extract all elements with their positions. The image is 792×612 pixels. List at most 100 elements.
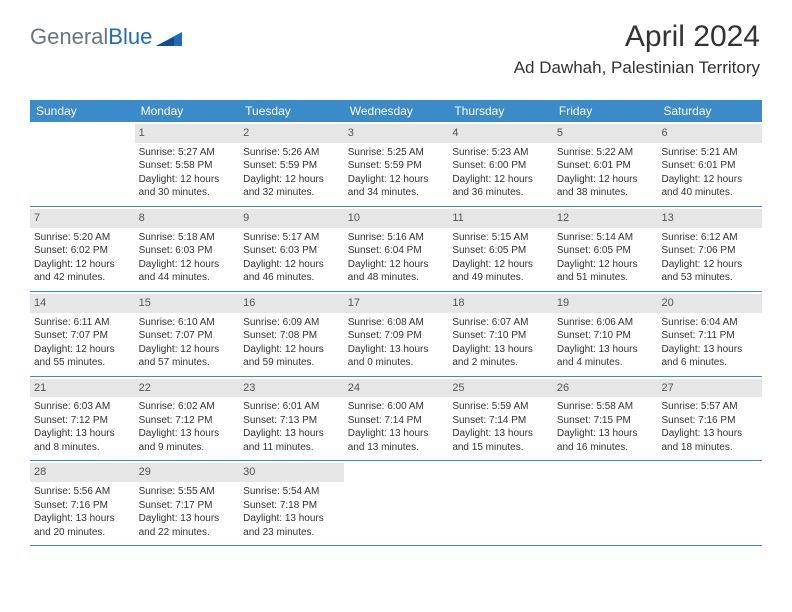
day-info-line: and 18 minutes. (661, 441, 758, 455)
day-number: 22 (135, 379, 240, 398)
day-info-line: Daylight: 12 hours (661, 258, 758, 272)
day-number: 18 (448, 294, 553, 313)
day-cell: 2Sunrise: 5:26 AMSunset: 5:59 PMDaylight… (239, 122, 344, 206)
day-info-line: Sunrise: 5:25 AM (348, 146, 445, 160)
day-info-line: Sunrise: 5:16 AM (348, 231, 445, 245)
day-number: 30 (239, 463, 344, 482)
day-info-line: Daylight: 13 hours (348, 343, 445, 357)
day-info-line: Sunset: 7:13 PM (243, 414, 340, 428)
day-info-line: and 0 minutes. (348, 356, 445, 370)
day-number: 6 (657, 124, 762, 143)
day-info-line: Daylight: 13 hours (661, 427, 758, 441)
day-info-line: Sunrise: 5:20 AM (34, 231, 131, 245)
day-info-line: Sunrise: 5:14 AM (557, 231, 654, 245)
brand-logo: GeneralBlue (30, 24, 182, 50)
day-cell (30, 122, 135, 206)
day-cell: 10Sunrise: 5:16 AMSunset: 6:04 PMDayligh… (344, 207, 449, 291)
day-info-line: Sunset: 7:10 PM (452, 329, 549, 343)
day-info-line: Daylight: 13 hours (243, 427, 340, 441)
day-info-line: Daylight: 13 hours (557, 343, 654, 357)
day-cell (657, 461, 762, 545)
day-number: 26 (553, 379, 658, 398)
day-info-line: Daylight: 12 hours (557, 258, 654, 272)
day-info-line: Daylight: 12 hours (557, 173, 654, 187)
day-info-line: Sunrise: 5:18 AM (139, 231, 236, 245)
day-info-line: Sunrise: 6:10 AM (139, 316, 236, 330)
day-info-line: and 20 minutes. (34, 526, 131, 540)
week-row: 21Sunrise: 6:03 AMSunset: 7:12 PMDayligh… (30, 377, 762, 462)
day-info-line: Sunset: 7:14 PM (348, 414, 445, 428)
day-info-line: and 23 minutes. (243, 526, 340, 540)
day-info-line: Sunrise: 6:04 AM (661, 316, 758, 330)
day-info-line: Sunrise: 6:03 AM (34, 400, 131, 414)
day-number: 9 (239, 209, 344, 228)
day-info-line: Daylight: 13 hours (34, 427, 131, 441)
day-info-line: Sunset: 7:10 PM (557, 329, 654, 343)
day-info-line: and 55 minutes. (34, 356, 131, 370)
day-info-line: Daylight: 12 hours (452, 173, 549, 187)
month-title: April 2024 (514, 20, 760, 54)
day-info-line: and 57 minutes. (139, 356, 236, 370)
day-info-line: and 59 minutes. (243, 356, 340, 370)
day-cell: 14Sunrise: 6:11 AMSunset: 7:07 PMDayligh… (30, 292, 135, 376)
day-info-line: Sunrise: 5:54 AM (243, 485, 340, 499)
day-cell: 17Sunrise: 6:08 AMSunset: 7:09 PMDayligh… (344, 292, 449, 376)
day-cell: 21Sunrise: 6:03 AMSunset: 7:12 PMDayligh… (30, 377, 135, 461)
day-cell: 4Sunrise: 5:23 AMSunset: 6:00 PMDaylight… (448, 122, 553, 206)
day-info-line: Daylight: 12 hours (139, 343, 236, 357)
day-number: 11 (448, 209, 553, 228)
day-cell: 23 Sunrise: 6:01 AMSunset: 7:13 PMDayligh… (239, 377, 344, 461)
brand-part1: General (30, 24, 108, 50)
day-number: 5 (553, 124, 658, 143)
day-header: Tuesday (239, 100, 344, 122)
day-info-line: Sunset: 6:03 PM (139, 244, 236, 258)
day-info-line: Sunset: 7:14 PM (452, 414, 549, 428)
day-number: 2 (239, 124, 344, 143)
day-info-line: Daylight: 13 hours (452, 343, 549, 357)
week-row: 14Sunrise: 6:11 AMSunset: 7:07 PMDayligh… (30, 292, 762, 377)
day-info-line: Daylight: 12 hours (34, 258, 131, 272)
day-info-line: Sunrise: 5:59 AM (452, 400, 549, 414)
day-info-line: Sunrise: 6:01 AM (243, 400, 340, 414)
day-info-line: Sunrise: 6:06 AM (557, 316, 654, 330)
day-info-line: Daylight: 13 hours (139, 512, 236, 526)
day-cell: 5Sunrise: 5:22 AMSunset: 6:01 PMDaylight… (553, 122, 658, 206)
day-info-line: Daylight: 12 hours (139, 173, 236, 187)
day-info-line: Sunset: 6:05 PM (452, 244, 549, 258)
day-info-line: Sunrise: 6:12 AM (661, 231, 758, 245)
day-number: 23 (239, 379, 344, 398)
day-number: 29 (135, 463, 240, 482)
day-info-line: Daylight: 12 hours (243, 343, 340, 357)
day-cell: 7Sunrise: 5:20 AMSunset: 6:02 PMDaylight… (30, 207, 135, 291)
day-header: Monday (135, 100, 240, 122)
day-info-line: and 32 minutes. (243, 186, 340, 200)
day-info-line: Sunrise: 6:00 AM (348, 400, 445, 414)
day-cell: 11Sunrise: 5:15 AMSunset: 6:05 PMDayligh… (448, 207, 553, 291)
day-info-line: Sunset: 7:08 PM (243, 329, 340, 343)
day-info-line: Sunset: 7:18 PM (243, 499, 340, 513)
day-info-line: and 49 minutes. (452, 271, 549, 285)
day-info-line: and 44 minutes. (139, 271, 236, 285)
day-info-line: Sunset: 6:01 PM (557, 159, 654, 173)
day-info-line: and 36 minutes. (452, 186, 549, 200)
location-subtitle: Ad Dawhah, Palestinian Territory (514, 58, 760, 78)
week-row: 28Sunrise: 5:56 AMSunset: 7:16 PMDayligh… (30, 461, 762, 546)
week-row: 7Sunrise: 5:20 AMSunset: 6:02 PMDaylight… (30, 207, 762, 292)
day-info-line: and 11 minutes. (243, 441, 340, 455)
day-info-line: Sunset: 7:06 PM (661, 244, 758, 258)
day-info-line: and 8 minutes. (34, 441, 131, 455)
day-cell: 8Sunrise: 5:18 AMSunset: 6:03 PMDaylight… (135, 207, 240, 291)
day-number: 27 (657, 379, 762, 398)
day-info-line: Daylight: 13 hours (452, 427, 549, 441)
day-header: Thursday (448, 100, 553, 122)
day-info-line: and 15 minutes. (452, 441, 549, 455)
day-number: 28 (30, 463, 135, 482)
day-info-line: Daylight: 13 hours (557, 427, 654, 441)
day-cell: 26Sunrise: 5:58 AMSunset: 7:15 PMDayligh… (553, 377, 658, 461)
brand-flag-icon (156, 28, 182, 46)
day-number: 12 (553, 209, 658, 228)
day-info-line: Sunrise: 6:07 AM (452, 316, 549, 330)
day-number: 7 (30, 209, 135, 228)
day-info-line: Sunset: 6:05 PM (557, 244, 654, 258)
day-info-line: and 42 minutes. (34, 271, 131, 285)
